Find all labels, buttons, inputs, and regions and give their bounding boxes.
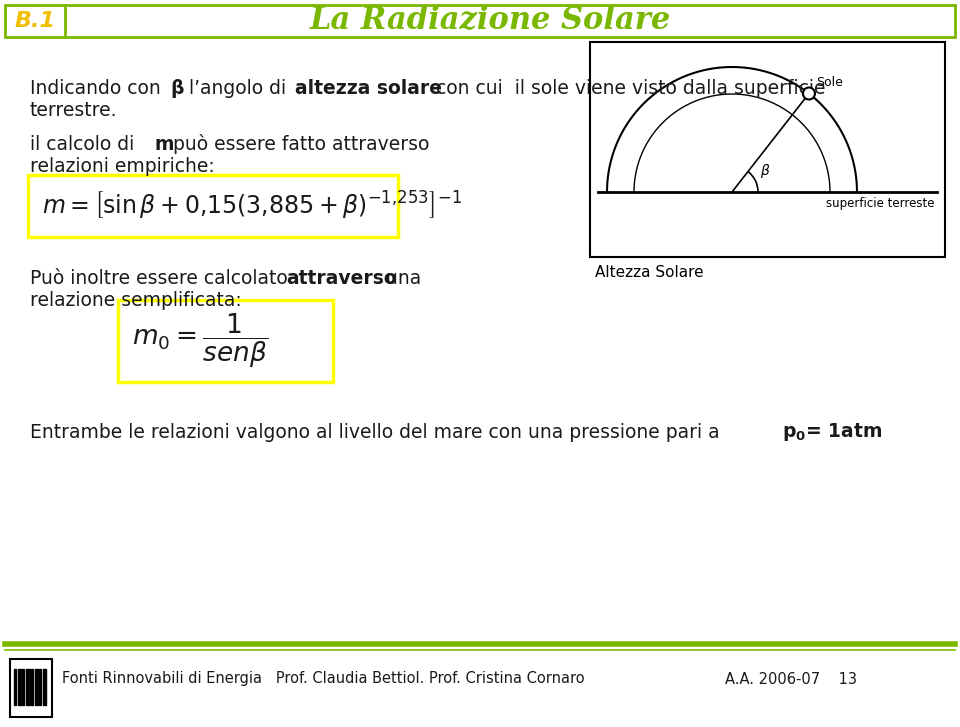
Text: $\mathbf{p_0}$= 1atm: $\mathbf{p_0}$= 1atm — [782, 421, 882, 443]
Bar — [590, 42, 945, 257]
Text: può essere fatto attraverso: può essere fatto attraverso — [167, 134, 429, 154]
Text: l’angolo di: l’angolo di — [183, 79, 292, 98]
Text: $m = \left[\sin\beta + 0{,}15\left(3{,}885+\beta\right)^{-1{,}253}\right]^{-1}$: $m = \left[\sin\beta + 0{,}15\left(3{,}8… — [42, 190, 462, 222]
Text: con cui  il sole viene visto dalla superficie: con cui il sole viene visto dalla superf… — [430, 79, 826, 98]
Text: m: m — [155, 134, 175, 153]
Bar — [31, 669, 33, 705]
Text: Altezza Solare: Altezza Solare — [595, 265, 704, 280]
Bar — [39, 669, 41, 705]
Text: il calcolo di: il calcolo di — [30, 134, 140, 153]
Text: una: una — [380, 270, 421, 289]
Text: attraverso: attraverso — [286, 270, 396, 289]
Text: relazioni empiriche:: relazioni empiriche: — [30, 156, 215, 175]
Text: Può inoltre essere calcolato: Può inoltre essere calcolato — [30, 270, 294, 289]
Circle shape — [803, 87, 815, 100]
Bar — [28, 175, 398, 237]
Text: β: β — [170, 79, 183, 98]
Text: A.A. 2006-07    13: A.A. 2006-07 13 — [725, 672, 857, 686]
Text: $\beta$: $\beta$ — [760, 162, 771, 180]
Text: Sole: Sole — [816, 76, 843, 89]
Text: B.1: B.1 — [14, 11, 56, 31]
Bar — [22, 669, 24, 705]
Text: terrestre.: terrestre. — [30, 102, 117, 121]
Text: Entrambe le relazioni valgono al livello del mare con una pressione pari a: Entrambe le relazioni valgono al livello… — [30, 422, 726, 441]
Bar — [43, 669, 46, 705]
Bar — [5, 5, 955, 37]
Bar — [14, 669, 16, 705]
Bar — [10, 659, 52, 717]
Text: altezza solare: altezza solare — [295, 79, 442, 98]
Bar — [118, 300, 333, 382]
Bar — [35, 669, 38, 705]
Text: relazione semplificata:: relazione semplificata: — [30, 292, 242, 310]
Text: La Radiazione Solare: La Radiazione Solare — [309, 6, 671, 36]
Bar — [26, 669, 30, 705]
Bar — [18, 669, 21, 705]
Text: Fonti Rinnovabili di Energia   Prof. Claudia Bettiol. Prof. Cristina Cornaro: Fonti Rinnovabili di Energia Prof. Claud… — [62, 672, 585, 686]
Text: $m_0 = \dfrac{1}{sen\beta}$: $m_0 = \dfrac{1}{sen\beta}$ — [132, 312, 268, 370]
Text: superficie terreste: superficie terreste — [827, 197, 935, 210]
Text: Indicando con: Indicando con — [30, 79, 167, 98]
